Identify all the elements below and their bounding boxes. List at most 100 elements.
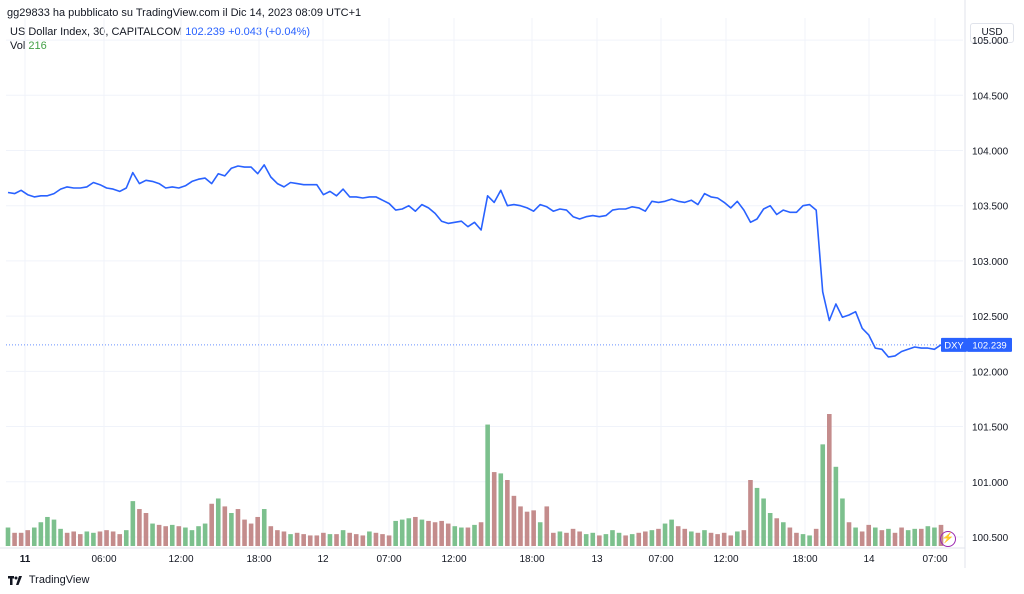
- volume-bar: [426, 520, 431, 546]
- volume-bar: [294, 532, 300, 546]
- volume-bar: [715, 534, 720, 546]
- volume-bar: [137, 509, 142, 546]
- volume-bar: [859, 531, 865, 546]
- volume-bar: [551, 532, 556, 546]
- y-tick-label: 102.500: [972, 312, 1009, 323]
- volume-bar: [183, 527, 188, 546]
- volume-bar: [445, 523, 451, 546]
- volume-bar: [281, 531, 287, 546]
- volume-bar: [123, 530, 129, 546]
- volume-bar: [800, 534, 806, 546]
- volume-bar: [925, 526, 931, 546]
- volume-bar: [787, 527, 793, 546]
- volume-bar: [846, 522, 852, 546]
- y-tick-label: 103.500: [972, 202, 1009, 213]
- volume-bar: [682, 528, 688, 546]
- volume-bar: [524, 511, 530, 546]
- volume-bar: [643, 531, 648, 546]
- x-tick-label: 11: [20, 554, 31, 565]
- volume-bar: [616, 532, 622, 546]
- volume-bar: [610, 530, 615, 546]
- volume-bar: [196, 526, 201, 546]
- volume-bar: [518, 506, 523, 546]
- volume-bar: [268, 526, 274, 546]
- volume-bar: [511, 495, 517, 546]
- y-tick-label: 102.000: [972, 367, 1009, 378]
- volume-bar: [215, 498, 221, 546]
- volume-bar: [708, 532, 714, 546]
- volume-bar: [689, 531, 694, 546]
- symbol-name: US Dollar Index, 30, CAPITALCOM: [10, 26, 183, 38]
- y-tick-label: 100.500: [972, 533, 1009, 544]
- volume-bar: [84, 531, 90, 546]
- price-tag-symbol-box: [941, 337, 967, 352]
- volume-bar: [669, 519, 674, 546]
- volume-bar: [872, 527, 878, 546]
- x-tick-label: 06:00: [91, 554, 116, 565]
- volume-bar: [570, 528, 576, 546]
- volume-bar: [360, 535, 366, 546]
- volume-bar: [64, 532, 70, 546]
- tradingview-logo-icon: [8, 575, 22, 585]
- footer-brand: TradingView: [8, 574, 89, 586]
- y-tick-label: 104.500: [972, 91, 1009, 102]
- volume-bar: [406, 518, 412, 546]
- lightning-icon[interactable]: ⚡: [940, 531, 956, 547]
- volume-bar: [25, 530, 31, 546]
- volume-bar: [472, 524, 477, 546]
- volume-bar: [189, 530, 195, 546]
- volume-bar: [761, 498, 766, 546]
- volume-bar: [110, 531, 116, 546]
- volume-bar: [399, 519, 405, 546]
- price-tag-value-box: [967, 337, 1012, 352]
- symbol-legend: US Dollar Index, 30, CAPITALCOM 102.239 …: [10, 26, 310, 38]
- volume-bar: [675, 526, 681, 546]
- x-tick-label: 18:00: [519, 554, 544, 565]
- volume-bar: [163, 526, 168, 546]
- volume-bar: [314, 535, 320, 546]
- volume-bar: [209, 503, 214, 546]
- volume-bar: [202, 523, 208, 546]
- x-tick-label: 07:00: [376, 554, 401, 565]
- volume-bar: [932, 527, 937, 546]
- volume-bar: [347, 532, 352, 546]
- volume-bar: [623, 535, 628, 546]
- volume-bar: [169, 524, 175, 546]
- volume-bar: [334, 534, 339, 546]
- volume-bar: [603, 534, 609, 546]
- volume-bar: [321, 532, 326, 546]
- volume-bar: [728, 535, 734, 546]
- volume-bar: [597, 535, 602, 546]
- volume-bar: [143, 513, 149, 546]
- volume-bar: [918, 528, 924, 546]
- volume-bar: [45, 516, 50, 546]
- volume-bar: [491, 472, 497, 546]
- volume-bar: [117, 534, 122, 546]
- volume-bar: [833, 466, 839, 546]
- volume-bar: [229, 513, 234, 546]
- price-tag-symbol: DXY: [944, 340, 964, 351]
- volume-bar: [58, 528, 63, 546]
- volume-bar: [18, 532, 24, 546]
- change-value: +0.043 (+0.04%): [228, 26, 311, 38]
- volume-bar: [905, 530, 911, 546]
- volume-bar: [478, 522, 484, 546]
- volume-bar: [912, 528, 918, 546]
- volume-bar: [432, 522, 438, 546]
- y-tick-label: 101.500: [972, 423, 1009, 434]
- brand-name: TradingView: [28, 574, 90, 586]
- volume-bar: [465, 527, 471, 546]
- currency-button[interactable]: USD: [970, 23, 1014, 43]
- volume-bar: [235, 509, 241, 546]
- volume-bar: [288, 534, 293, 546]
- volume-bar: [807, 535, 812, 546]
- volume-bar: [656, 528, 661, 546]
- y-tick-label: 101.000: [972, 478, 1009, 489]
- volume-bar: [537, 522, 543, 546]
- volume-bar: [261, 509, 267, 546]
- x-tick-label: 13: [591, 554, 603, 565]
- volume-bar: [505, 480, 510, 546]
- volume-bar: [781, 522, 786, 546]
- volume-label: Vol: [10, 40, 26, 52]
